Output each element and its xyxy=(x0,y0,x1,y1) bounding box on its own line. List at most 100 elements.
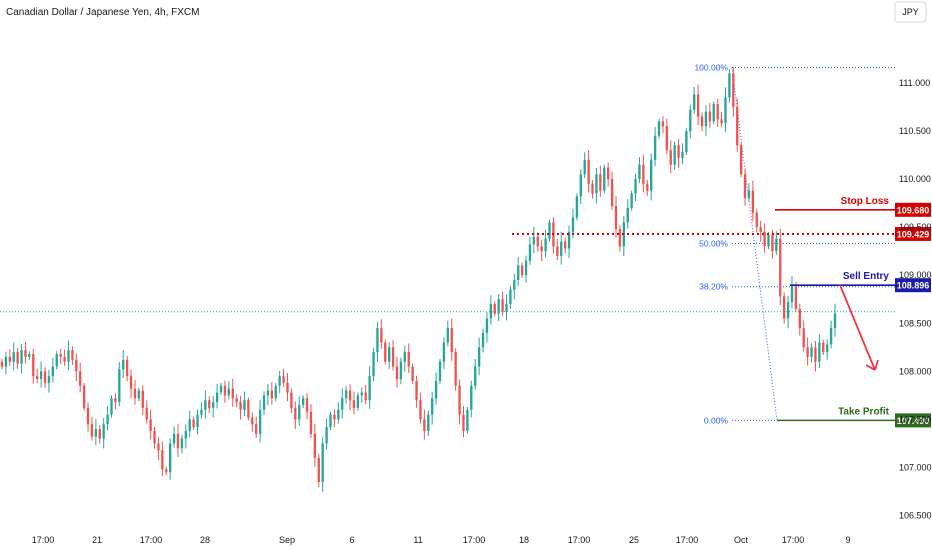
candle xyxy=(818,333,821,369)
candle xyxy=(75,353,78,382)
candle xyxy=(384,339,387,365)
candle xyxy=(188,410,191,438)
candle xyxy=(200,402,203,419)
candle xyxy=(747,183,751,203)
fib-label: 38.20% xyxy=(699,282,728,292)
candle xyxy=(466,406,469,434)
candle xyxy=(763,223,766,253)
candle xyxy=(513,273,516,300)
candle xyxy=(642,154,645,193)
candle xyxy=(567,225,571,259)
candle xyxy=(509,285,512,310)
trade-level[interactable]: Take Profit 107.490 xyxy=(777,406,931,428)
trade-level[interactable]: 109.429 xyxy=(512,226,931,241)
candle xyxy=(258,400,262,443)
candle xyxy=(4,351,8,375)
x-tick-label: 17:00 xyxy=(782,535,805,545)
candle xyxy=(403,345,406,372)
x-tick-label: 28 xyxy=(200,535,210,545)
trade-levels[interactable]: Stop Loss 109.680 109.429 Sell Entry 108.896… xyxy=(512,196,931,428)
candle xyxy=(71,346,74,365)
candle xyxy=(125,355,129,382)
candle xyxy=(442,337,446,370)
candle xyxy=(141,385,144,416)
candle xyxy=(728,69,731,103)
candle xyxy=(51,357,55,383)
candle xyxy=(696,84,700,126)
candle xyxy=(20,343,23,374)
candle xyxy=(176,424,180,457)
candle xyxy=(337,402,340,424)
candle xyxy=(427,410,430,437)
candle xyxy=(720,111,723,128)
candle xyxy=(595,167,598,204)
fib-label: 0.00% xyxy=(704,415,729,425)
candle xyxy=(94,419,98,446)
candle xyxy=(407,343,410,373)
candle xyxy=(434,372,438,405)
candle xyxy=(833,303,837,337)
y-tick-label: 111.000 xyxy=(899,78,930,88)
candle xyxy=(110,395,113,418)
candle xyxy=(243,391,246,417)
candle xyxy=(423,409,426,440)
candle xyxy=(129,369,133,399)
candle xyxy=(8,349,11,366)
candle xyxy=(474,359,477,390)
candle xyxy=(798,303,801,336)
candle xyxy=(814,340,817,372)
candle xyxy=(810,343,813,363)
trade-level[interactable]: Sell Entry 108.896 xyxy=(790,271,931,293)
level-name: Sell Entry xyxy=(843,271,890,282)
candle xyxy=(458,379,461,425)
candle xyxy=(39,361,43,388)
fib-label: 100.00% xyxy=(694,63,728,73)
candle xyxy=(517,256,520,287)
candle xyxy=(321,437,324,492)
candle xyxy=(55,351,58,370)
candle xyxy=(376,321,379,362)
candle xyxy=(829,320,833,349)
candle xyxy=(161,441,164,476)
candle xyxy=(665,118,669,155)
candle xyxy=(450,318,453,361)
candle xyxy=(700,112,704,132)
time-axis[interactable]: 17:00 21 17:00 28 Sep 6 11 17:00 18 17:00 25 17:00 O… xyxy=(32,535,851,545)
fib-label: 50.00% xyxy=(699,238,728,248)
candle xyxy=(168,438,172,480)
candle xyxy=(431,391,434,425)
price-badge xyxy=(895,278,931,293)
candle xyxy=(470,380,473,418)
x-tick-label: 17:00 xyxy=(140,535,163,545)
candle xyxy=(286,373,289,402)
candle xyxy=(497,294,500,322)
candle xyxy=(106,405,109,431)
fib-level: 100.00% xyxy=(694,63,895,73)
price-badge-label: 109.680 xyxy=(897,205,930,215)
candle xyxy=(313,424,317,467)
x-tick-label: Sep xyxy=(279,535,295,545)
candle xyxy=(114,393,117,410)
candle xyxy=(603,164,606,194)
candle xyxy=(532,226,536,254)
trade-level[interactable]: Stop Loss 109.680 xyxy=(775,196,931,217)
candle xyxy=(90,416,94,441)
candle xyxy=(98,425,101,444)
candle xyxy=(137,387,141,402)
candle xyxy=(716,98,719,127)
fib-level: 50.00% xyxy=(699,238,895,248)
candle xyxy=(415,375,418,408)
candle xyxy=(28,351,31,360)
currency-button[interactable]: JPY xyxy=(894,1,927,23)
candle xyxy=(196,409,199,435)
candle xyxy=(544,230,547,258)
price-axis[interactable]: 106.500 107.000 107.500 108.000 108.500 109.0… xyxy=(899,78,932,521)
candle xyxy=(454,348,457,391)
candle xyxy=(399,357,403,385)
candle xyxy=(24,341,27,364)
candle xyxy=(239,395,242,420)
y-tick-label: 110.000 xyxy=(899,174,931,184)
candle xyxy=(372,348,375,382)
candle xyxy=(364,385,367,405)
